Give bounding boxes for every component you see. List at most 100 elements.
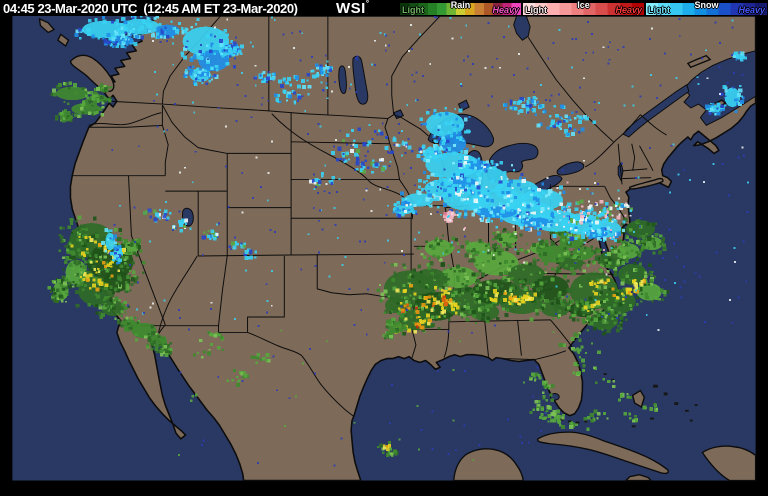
water-body (393, 109, 405, 120)
political-border (161, 104, 228, 154)
radar-region-great-lakes-snow-band (392, 144, 626, 242)
legend-ice: Ice Light Heavy (523, 0, 644, 15)
radar-map[interactable] (0, 16, 768, 496)
political-border (484, 319, 489, 357)
small-island (575, 421, 580, 424)
political-border (161, 125, 169, 176)
small-island (694, 404, 698, 406)
radar-region-maritimes-snow (705, 51, 748, 116)
legend-rain-gradient (400, 3, 521, 15)
political-border (118, 325, 248, 333)
island (69, 54, 115, 93)
legend-rain: Rain Light Heavy (400, 0, 521, 15)
noise-us-west-noise (111, 116, 408, 328)
island (631, 389, 646, 408)
radar-region-east-coast-rain (558, 217, 669, 336)
radar-map-svg[interactable] (0, 16, 768, 496)
political-border (631, 143, 636, 171)
radar-region-gulfstream-specks (558, 331, 659, 431)
radar-region-sask-snow-specks (253, 63, 334, 105)
water-body (513, 16, 531, 41)
island (686, 54, 712, 69)
political-border (384, 118, 391, 144)
political-border (291, 253, 415, 256)
political-border (108, 100, 429, 137)
legend-ice-label: Ice (577, 0, 590, 10)
water-body (182, 207, 194, 227)
political-border (391, 16, 441, 115)
radar-region-south-orange-cells (400, 295, 449, 330)
political-border (527, 37, 614, 143)
radar-region-south-yellow-cells (393, 284, 537, 335)
timestamp-text: 04:45 23-Mar-2020 UTC (12:45 AM ET 23-Ma… (3, 1, 298, 16)
small-island (603, 373, 607, 376)
river (443, 206, 455, 358)
island (624, 474, 653, 482)
island (57, 33, 70, 48)
radar-region-pnw-coast-rain (50, 81, 113, 123)
political-border (585, 114, 667, 168)
small-island (567, 420, 572, 423)
legend-snow-gradient (646, 3, 767, 15)
radar-region-brownsville-yellow (382, 444, 392, 451)
legend-ice-light: Light (525, 5, 547, 15)
small-island (674, 402, 679, 406)
radar-region-mexico-specks (189, 331, 271, 403)
river (158, 255, 198, 333)
radar-region-mn-wi-flurries (309, 127, 425, 187)
political-border (550, 319, 574, 349)
political-border (247, 331, 355, 418)
noise-lakes-noise (437, 175, 627, 264)
radar-region-bc-coast-snow (74, 16, 188, 49)
wsi-logo-mark: ° (365, 0, 370, 8)
small-island (611, 378, 615, 381)
water-body (338, 65, 347, 95)
noise-gulf-noise (178, 324, 555, 467)
small-island (560, 418, 564, 421)
small-island (584, 420, 588, 423)
radar-region-sierra-snow (101, 228, 123, 265)
legend-snow: Snow Light Heavy (646, 0, 767, 15)
radar-region-rockies-snow-specks (142, 208, 258, 260)
political-border (517, 319, 522, 356)
small-island (689, 419, 693, 422)
radar-echo-layer (47, 16, 749, 467)
radar-region-texas-small-rain (382, 317, 408, 340)
legend-snow-label: Snow (694, 0, 719, 10)
island (38, 17, 56, 34)
small-island (650, 417, 654, 420)
political-border (639, 145, 654, 172)
legend-ice-gradient (523, 3, 644, 15)
water-body (556, 161, 585, 176)
radar-region-east-coast-yellow (583, 278, 647, 312)
island (628, 177, 664, 190)
radar-region-socal-baja-rain (117, 316, 173, 358)
political-border (291, 141, 390, 145)
political-border (218, 255, 228, 326)
island (452, 448, 525, 482)
legend-snow-light: Light (648, 5, 670, 15)
political-border (87, 124, 163, 128)
legend-rain-light: Light (402, 5, 424, 15)
header-bar: 04:45 23-Mar-2020 UTC (12:45 AM ET 23-Ma… (0, 0, 768, 17)
political-border (128, 175, 166, 325)
political-border (617, 143, 623, 185)
small-island (684, 409, 689, 412)
radar-region-florida-rain (528, 372, 573, 429)
noise-east-noise (555, 143, 749, 331)
radar-region-superior-north-snow (416, 106, 475, 164)
water-body (622, 83, 690, 138)
political-border (622, 168, 648, 172)
political-border (503, 350, 567, 361)
political-border (247, 256, 285, 333)
river (88, 112, 162, 126)
legend-ice-heavy: Heavy (615, 5, 642, 15)
legend-rain-heavy: Heavy (492, 5, 519, 15)
noise-plains-noise (306, 122, 468, 244)
island (701, 445, 757, 482)
radar-region-alberta-snow (180, 18, 244, 86)
legend-snow-heavy: Heavy (738, 5, 765, 15)
legend-rain-label: Rain (450, 0, 471, 10)
water-body (457, 99, 470, 112)
